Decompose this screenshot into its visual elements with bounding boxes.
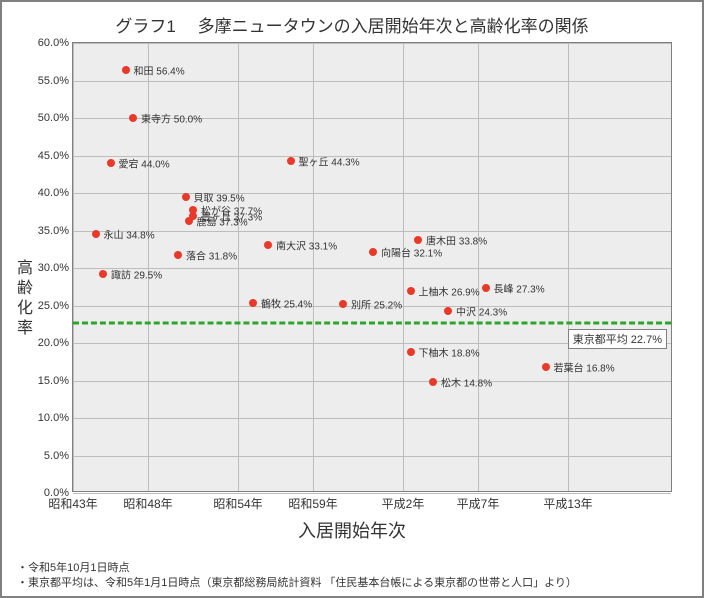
scatter-point	[429, 378, 437, 386]
scatter-point	[339, 300, 347, 308]
footnote-2: ・東京都平均は、令和5年1月1日時点（東京都総務局統計資料 「住民基本台帳による…	[17, 576, 577, 590]
x-tick-label: 昭和54年	[213, 495, 262, 512]
grid-line-v	[478, 43, 479, 491]
scatter-point	[414, 236, 422, 244]
scatter-point-label: 別所 25.2%	[351, 297, 402, 312]
scatter-point-label: 鹿島 37.3%	[197, 213, 248, 228]
scatter-point	[407, 287, 415, 295]
scatter-point-label: 東寺方 50.0%	[141, 111, 202, 126]
scatter-point	[369, 248, 377, 256]
scatter-point	[99, 270, 107, 278]
scatter-point-label: 南大沢 33.1%	[276, 237, 337, 252]
y-tick-label: 35.0%	[38, 225, 69, 237]
footnote-1: ・令和5年10月1日時点	[17, 561, 577, 575]
grid-line-h	[73, 231, 671, 232]
scatter-point	[92, 230, 100, 238]
grid-line-v	[568, 43, 569, 491]
grid-line-h	[73, 193, 671, 194]
scatter-point-label: 上柚木 26.9%	[419, 284, 480, 299]
y-axis-label: 高齢化率	[10, 259, 34, 339]
y-tick-label: 55.0%	[38, 75, 69, 87]
y-tick-label: 25.0%	[38, 300, 69, 312]
x-tick-label: 平成2年	[382, 495, 425, 512]
y-tick-label: 50.0%	[38, 112, 69, 124]
y-tick-label: 10.0%	[38, 412, 69, 424]
y-tick-label: 5.0%	[44, 450, 69, 462]
chart-title: グラフ1 多摩ニュータウンの入居開始年次と高齢化率の関係	[2, 12, 702, 37]
scatter-point-label: 向陽台 32.1%	[381, 245, 442, 260]
scatter-point	[249, 299, 257, 307]
y-tick-label: 30.0%	[38, 262, 69, 274]
x-tick-label: 昭和59年	[288, 495, 337, 512]
footnotes: ・令和5年10月1日時点 ・東京都平均は、令和5年1月1日時点（東京都総務局統計…	[17, 561, 577, 590]
scatter-point-label: 長峰 27.3%	[494, 281, 545, 296]
grid-line-h	[73, 493, 671, 494]
x-tick-label: 平成13年	[543, 495, 592, 512]
scatter-point	[444, 307, 452, 315]
grid-line-h	[73, 418, 671, 419]
scatter-point	[174, 251, 182, 259]
grid-line-v	[403, 43, 404, 491]
grid-line-h	[73, 381, 671, 382]
scatter-point-label: 諏訪 29.5%	[111, 267, 162, 282]
scatter-point-label: 下柚木 18.8%	[419, 345, 480, 360]
scatter-point-label: 落合 31.8%	[186, 247, 237, 262]
x-tick-label: 昭和48年	[123, 495, 172, 512]
grid-line-h	[73, 268, 671, 269]
scatter-point	[122, 66, 130, 74]
scatter-point	[482, 284, 490, 292]
y-tick-label: 20.0%	[38, 337, 69, 349]
scatter-point	[182, 193, 190, 201]
reference-line-label: 東京都平均 22.7%	[568, 329, 667, 349]
scatter-point-label: 若葉台 16.8%	[554, 360, 615, 375]
grid-line-v	[73, 43, 74, 491]
scatter-point	[185, 217, 193, 225]
y-tick-label: 45.0%	[38, 150, 69, 162]
scatter-point	[107, 159, 115, 167]
scatter-point-label: 和田 56.4%	[134, 63, 185, 78]
scatter-point	[407, 348, 415, 356]
x-tick-label: 昭和43年	[48, 495, 97, 512]
grid-line-h	[73, 43, 671, 44]
scatter-point-label: 永山 34.8%	[104, 227, 155, 242]
scatter-point-label: 鶴牧 25.4%	[261, 295, 312, 310]
grid-line-v	[238, 43, 239, 491]
scatter-point	[287, 157, 295, 165]
scatter-point-label: 愛宕 44.0%	[119, 156, 170, 171]
scatter-point	[542, 363, 550, 371]
y-tick-label: 40.0%	[38, 187, 69, 199]
reference-line	[73, 321, 671, 324]
scatter-point	[264, 241, 272, 249]
scatter-point-label: 唐木田 33.8%	[426, 232, 487, 247]
plot-area: 0.0%5.0%10.0%15.0%20.0%25.0%30.0%35.0%40…	[72, 42, 672, 492]
x-tick-label: 平成7年	[457, 495, 500, 512]
scatter-point-label: 中沢 24.3%	[456, 303, 507, 318]
scatter-point-label: 聖ヶ丘 44.3%	[299, 153, 360, 168]
grid-line-v	[313, 43, 314, 491]
grid-line-h	[73, 456, 671, 457]
scatter-point	[129, 114, 137, 122]
grid-line-h	[73, 81, 671, 82]
y-tick-label: 15.0%	[38, 375, 69, 387]
scatter-point-label: 松木 14.8%	[441, 375, 492, 390]
x-axis-label: 入居開始年次	[298, 517, 406, 566]
y-tick-label: 60.0%	[38, 37, 69, 49]
chart-container: グラフ1 多摩ニュータウンの入居開始年次と高齢化率の関係 高齢化率 0.0%5.…	[0, 0, 704, 598]
